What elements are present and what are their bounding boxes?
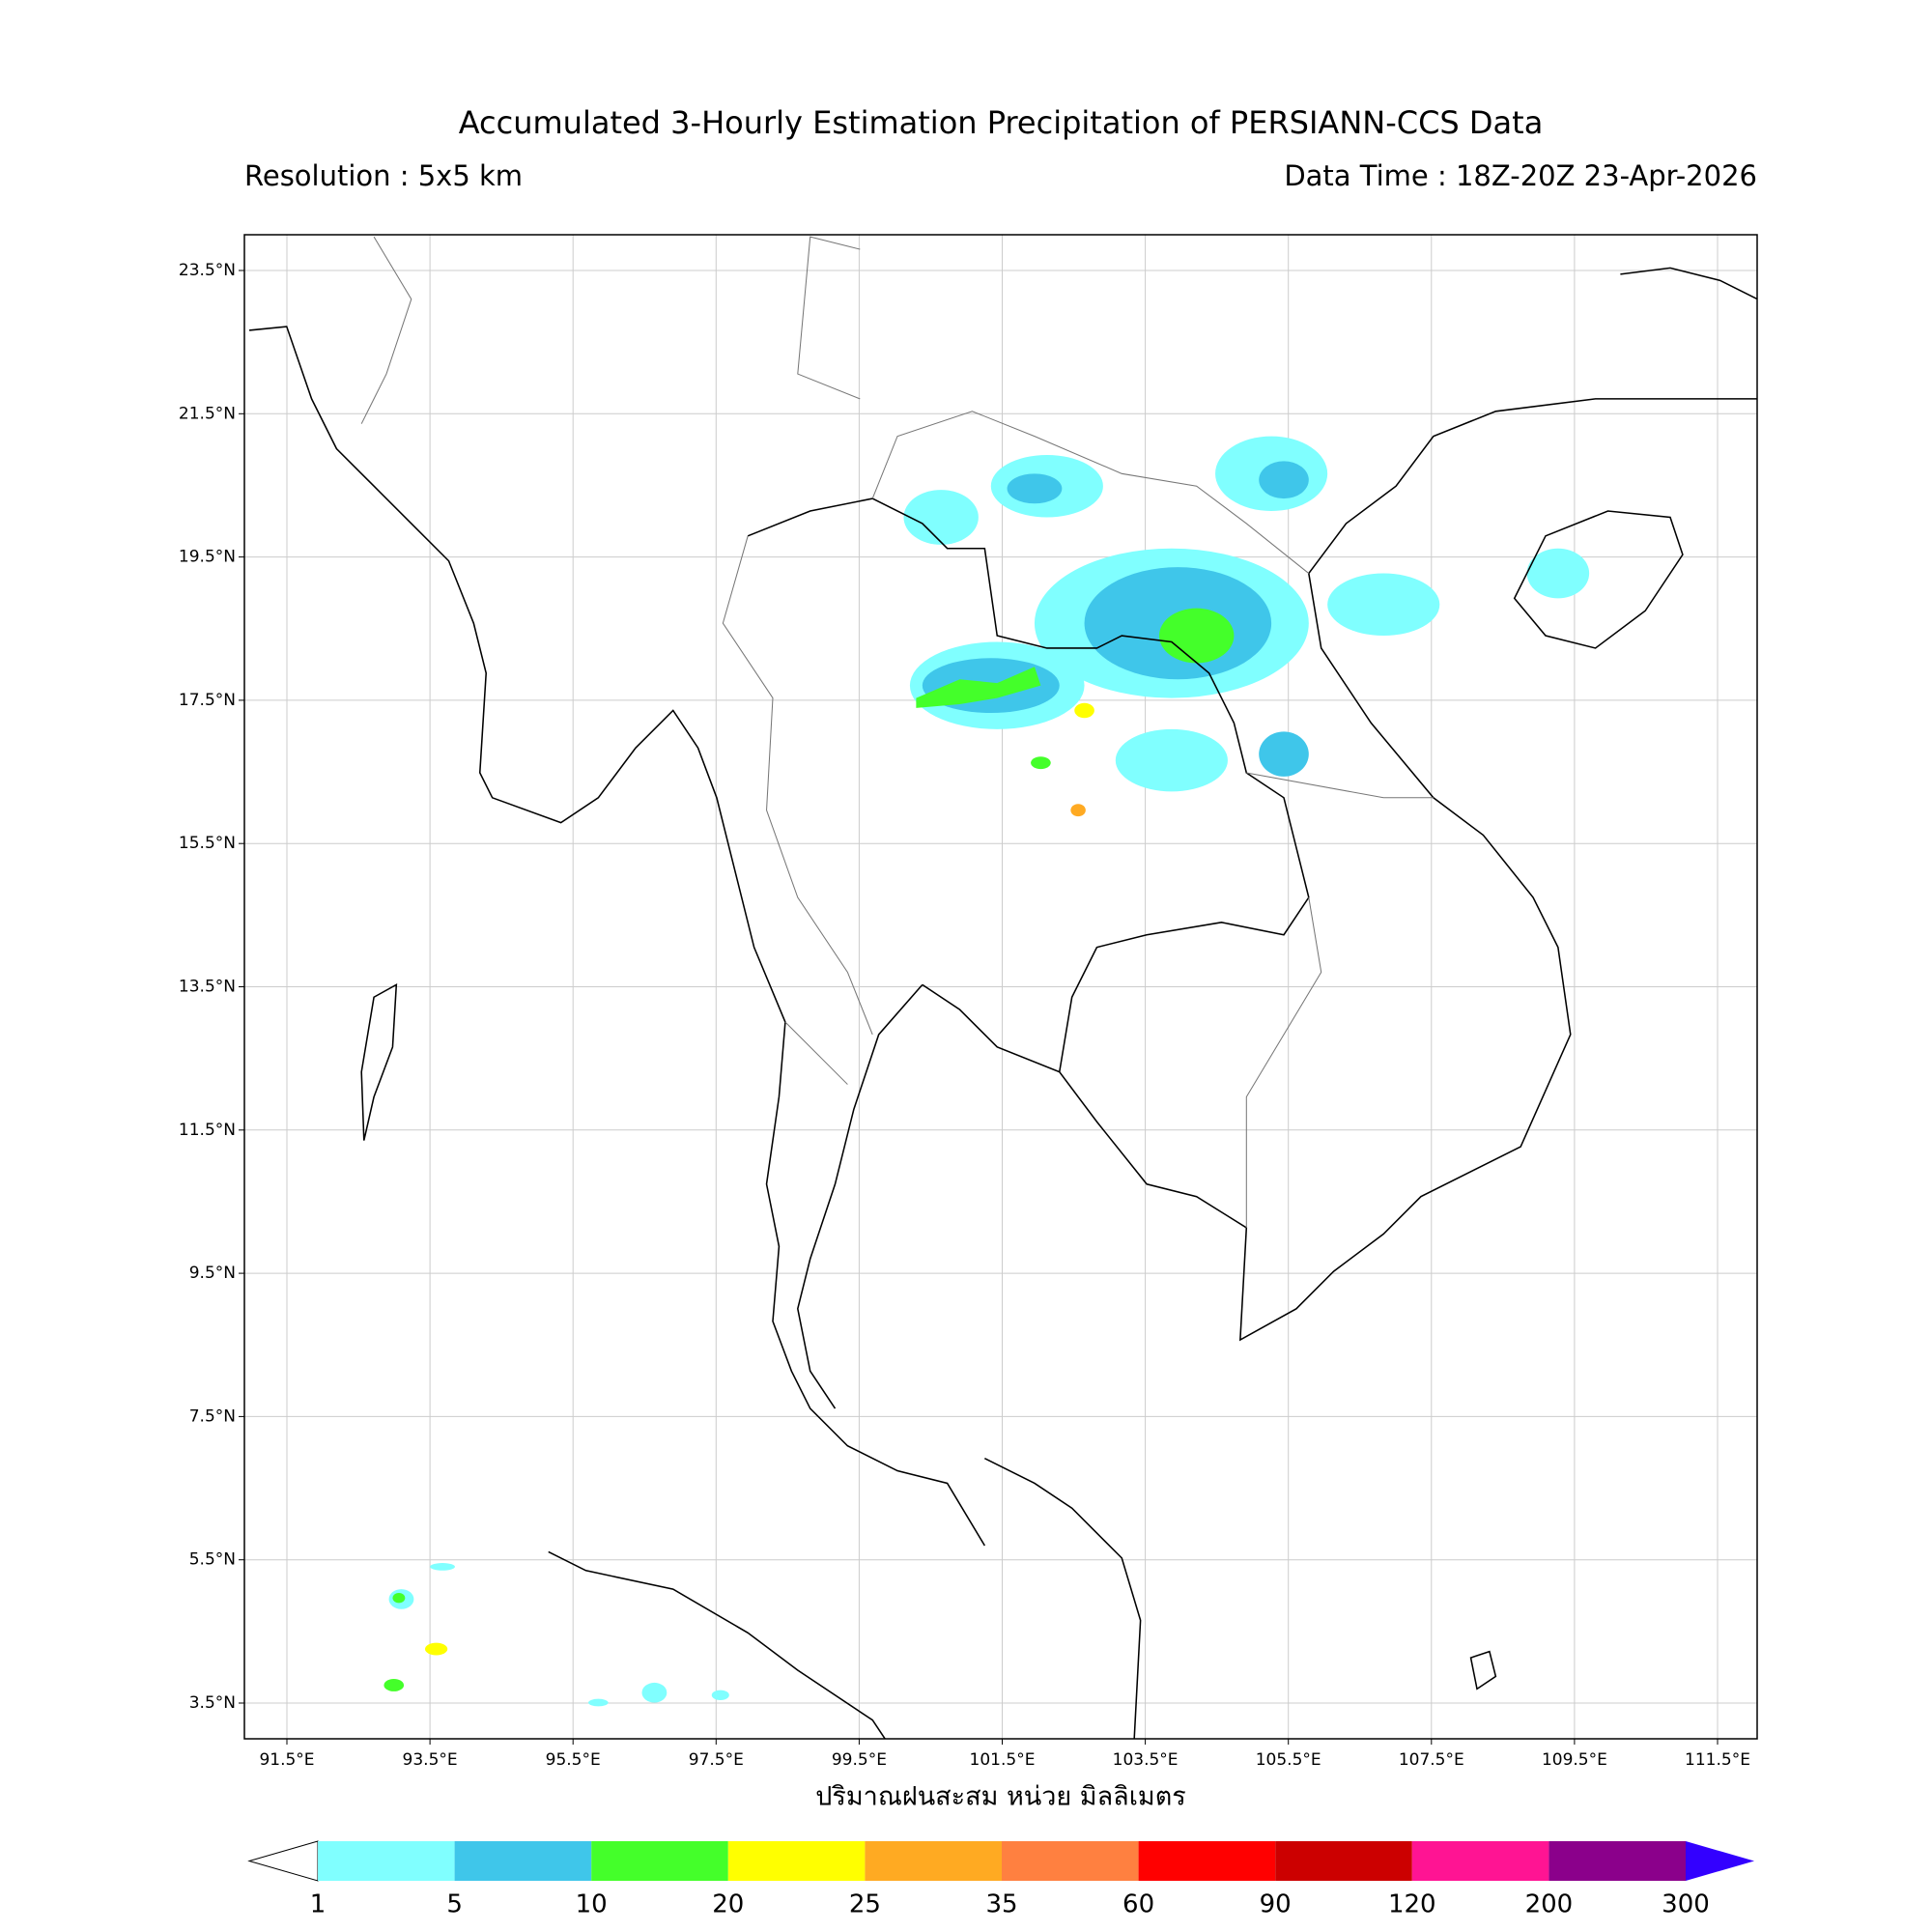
lon-tick-label: 111.5°E xyxy=(1685,1750,1750,1770)
colorbar-box xyxy=(727,1841,866,1881)
colorbar-box xyxy=(1411,1841,1549,1881)
lat-tick-label: 15.5°N xyxy=(179,834,236,853)
lon-tick-label: 97.5°E xyxy=(689,1750,744,1770)
colorbar-box xyxy=(1002,1841,1139,1881)
colorbar-box xyxy=(318,1841,455,1881)
lon-tick-label: 101.5°E xyxy=(970,1750,1036,1770)
lon-tick-label: 107.5°E xyxy=(1399,1750,1464,1770)
lon-tick-label: 103.5°E xyxy=(1113,1750,1179,1770)
lat-tick-label: 11.5°N xyxy=(179,1121,236,1140)
colorbar-box xyxy=(1275,1841,1412,1881)
title: Accumulated 3-Hourly Estimation Precipit… xyxy=(459,104,1544,141)
colorbar-box xyxy=(1548,1841,1686,1881)
lat-tick-label: 9.5°N xyxy=(189,1264,236,1283)
colorbar-box xyxy=(865,1841,1002,1881)
colorbar-box xyxy=(591,1841,728,1881)
x-label: ปริมาณฝนสะสม หน่วย มิลลิเมตร xyxy=(815,1782,1186,1812)
lon-tick-label: 105.5°E xyxy=(1256,1750,1321,1770)
colorbar-label: 25 xyxy=(849,1890,881,1919)
lat-tick-label: 23.5°N xyxy=(179,261,236,280)
lon-tick-label: 99.5°E xyxy=(832,1750,887,1770)
lon-tick-label: 95.5°E xyxy=(546,1750,601,1770)
colorbar-label: 90 xyxy=(1260,1890,1292,1919)
lat-tick-label: 5.5°N xyxy=(189,1550,236,1570)
lat-tick-label: 21.5°N xyxy=(179,404,236,423)
colorbar: 1 5 10 20 25 35 60 90 120 200 300 xyxy=(247,1840,1754,1919)
grid: 23.5°N 21.5°N 19.5°N 17.5°N 15.5°N 13.5°N 11.5… xyxy=(179,235,1757,1770)
colorbar-box xyxy=(454,1841,592,1881)
colorbar-over xyxy=(1686,1841,1754,1881)
colorbar-box xyxy=(1138,1841,1276,1881)
lon-tick-label: 91.5°E xyxy=(259,1750,314,1770)
colorbar-label: 200 xyxy=(1525,1890,1574,1919)
lon-tick-label: 109.5°E xyxy=(1542,1750,1607,1770)
colorbar-label: 120 xyxy=(1388,1890,1436,1919)
colorbar-label: 35 xyxy=(985,1890,1017,1919)
colorbar-label: 300 xyxy=(1662,1890,1710,1919)
map-content xyxy=(248,236,1758,1740)
resolution: Resolution : 5x5 km xyxy=(244,159,523,192)
colorbar-label: 60 xyxy=(1122,1890,1154,1919)
colorbar-under xyxy=(247,1840,319,1882)
lat-tick-label: 13.5°N xyxy=(179,978,236,997)
lon-tick-label: 93.5°E xyxy=(403,1750,458,1770)
colorbar-label: 10 xyxy=(576,1890,608,1919)
lat-tick-label: 7.5°N xyxy=(189,1406,236,1426)
data-time: Data Time : 18Z-20Z 23-Apr-2026 xyxy=(1284,159,1757,192)
map-frame xyxy=(243,234,1758,1740)
colorbar-label: 5 xyxy=(446,1890,463,1919)
lat-tick-label: 17.5°N xyxy=(179,691,236,710)
lat-tick-label: 3.5°N xyxy=(189,1693,236,1713)
precip xyxy=(384,436,1590,1707)
colorbar-label: 1 xyxy=(310,1890,327,1919)
colorbar-label: 20 xyxy=(712,1890,744,1919)
lat-tick-label: 19.5°N xyxy=(179,548,236,567)
